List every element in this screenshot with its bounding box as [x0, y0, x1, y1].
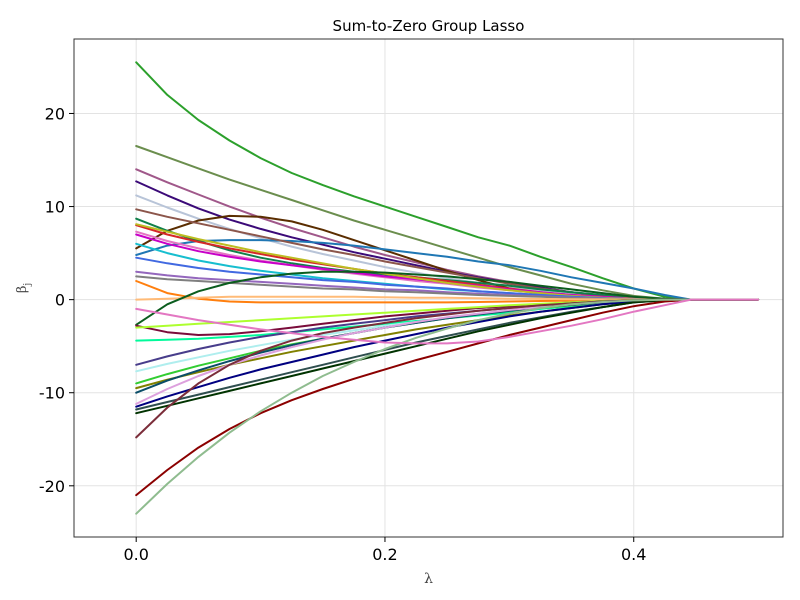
y-axis-label: βj	[15, 283, 33, 293]
series-line	[135, 298, 760, 497]
x-tick-label: 0.2	[372, 545, 397, 564]
chart-title: Sum-to-Zero Group Lasso	[333, 17, 525, 35]
y-axis-label-subscript: j	[23, 283, 33, 287]
plot-frame	[73, 38, 784, 538]
series-line	[135, 145, 760, 301]
x-tick-label: 0.0	[123, 545, 148, 564]
series-line	[135, 298, 760, 345]
x-axis-label: λ	[424, 571, 433, 587]
y-tick-label: 10	[45, 198, 65, 217]
x-tick-label: 0.4	[621, 545, 646, 564]
svg-text:βj: βj	[15, 283, 33, 293]
y-tick-label: -10	[39, 384, 65, 403]
y-tick-label: 0	[55, 291, 65, 310]
series-line	[135, 298, 760, 408]
y-tick-label: 20	[45, 104, 65, 123]
y-tick-label: -20	[39, 477, 65, 496]
series-line	[135, 239, 760, 301]
axis-ticks: 0.0 0.2 0.4 -20 -10 0 10 20	[39, 104, 647, 564]
series-line	[135, 298, 760, 515]
series-line	[135, 270, 760, 326]
y-axis-label-main: β	[15, 286, 30, 294]
series-lines	[135, 61, 760, 515]
